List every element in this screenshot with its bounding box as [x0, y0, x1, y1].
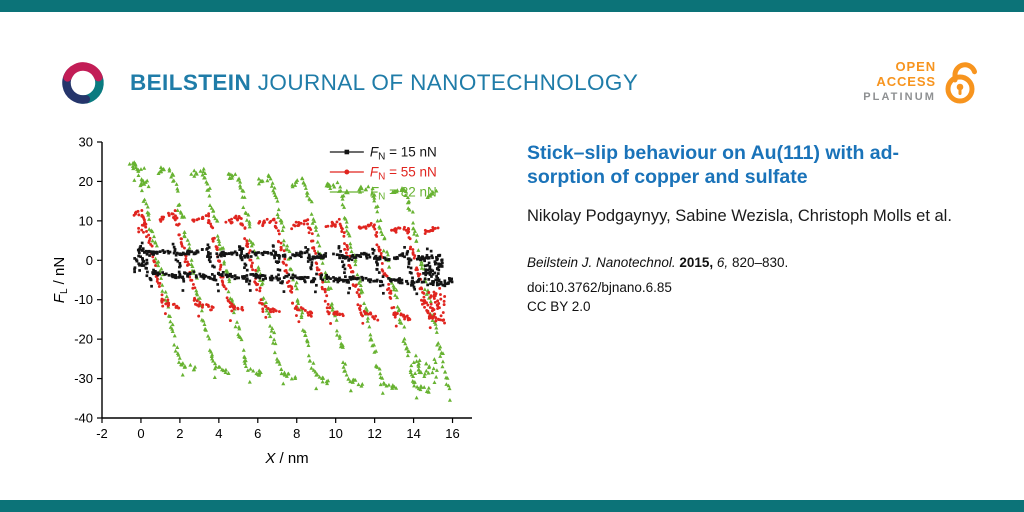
y-axis-label: FL / nN	[51, 257, 70, 303]
open-access-open-label: OPEN	[895, 58, 936, 74]
chart-data-points	[127, 160, 454, 402]
article-authors: Nikolay Podgaynyy, Sabine Wezisla, Chris…	[527, 206, 952, 225]
article-title-line1: Stick–slip behaviour on Au(111) with ad-	[527, 142, 900, 164]
svg-text:10: 10	[328, 426, 342, 441]
svg-text:2: 2	[176, 426, 183, 441]
journal-title: BEILSTEIN JOURNAL OF NANOTECHNOLOGY	[130, 70, 638, 96]
series-fn55	[132, 208, 447, 330]
bottom-accent-bar	[0, 500, 1024, 512]
open-padlock-icon	[945, 62, 977, 104]
chart-legend: FN = 15 nN FN = 55 nN FN = 82 nN	[329, 145, 437, 203]
citation-year: 2015,	[679, 255, 714, 271]
series-fn15	[133, 241, 454, 296]
svg-text:FN = 82 nN: FN = 82 nN	[370, 185, 437, 203]
article-citation: Beilstein J. Nanotechnol. 2015, 6, 820–8…	[527, 255, 991, 270]
svg-text:FN = 15 nN: FN = 15 nN	[370, 145, 437, 163]
svg-text:-20: -20	[74, 332, 93, 347]
open-access-access-label: ACCESS	[876, 73, 936, 89]
citation-volume: 6,	[716, 255, 729, 271]
svg-text:10: 10	[79, 213, 93, 228]
svg-text:12: 12	[367, 426, 381, 441]
svg-text:-30: -30	[74, 371, 93, 386]
top-accent-bar	[0, 0, 1024, 12]
article-doi: doi:10.3762/bjnano.6.85	[527, 280, 672, 296]
open-access-text: OPEN ACCESS PLATINUM	[863, 59, 936, 104]
svg-text:6: 6	[254, 426, 261, 441]
article-title: Stick–slip behaviour on Au(111) with ad-…	[527, 142, 991, 190]
svg-text:14: 14	[406, 426, 420, 441]
beilstein-swirl-icon	[62, 62, 104, 104]
open-access-badge: OPEN ACCESS PLATINUM	[863, 58, 984, 104]
legend-entry-fn15: FN = 15 nN	[329, 145, 437, 163]
journal-title-bold: BEILSTEIN	[130, 70, 252, 95]
svg-text:-2: -2	[96, 426, 108, 441]
svg-text:0: 0	[137, 426, 144, 441]
article-license: CC BY 2.0	[527, 299, 591, 315]
svg-text:-40: -40	[74, 411, 93, 426]
open-access-platinum-label: PLATINUM	[863, 90, 936, 103]
svg-text:8: 8	[293, 426, 300, 441]
citation-journal: Beilstein J. Nanotechnol.	[527, 255, 676, 271]
journal-header: BEILSTEIN JOURNAL OF NANOTECHNOLOGY	[57, 56, 638, 110]
svg-text:-10: -10	[74, 292, 93, 307]
svg-text:0: 0	[86, 253, 93, 268]
article-info-panel: Stick–slip behaviour on Au(111) with ad-…	[527, 142, 991, 314]
svg-text:16: 16	[445, 426, 459, 441]
svg-text:4: 4	[215, 426, 222, 441]
citation-pages: 820–830.	[731, 255, 789, 271]
svg-text:20: 20	[79, 174, 93, 189]
svg-text:FN = 55 nN: FN = 55 nN	[370, 165, 437, 183]
friction-chart-figure: -2 0 2 4 6 8 10 12 14 16 -40 -30 -20 -10 0 10 20 30 X / nm…	[50, 134, 480, 477]
x-axis-label: X / nm	[264, 450, 308, 467]
legend-entry-fn82: FN = 82 nN	[329, 185, 437, 203]
article-title-line2: sorption of copper and sulfate	[527, 165, 808, 188]
legend-entry-fn55: FN = 55 nN	[329, 165, 437, 183]
svg-text:30: 30	[79, 135, 93, 150]
journal-title-rest: JOURNAL OF NANOTECHNOLOGY	[257, 70, 639, 95]
